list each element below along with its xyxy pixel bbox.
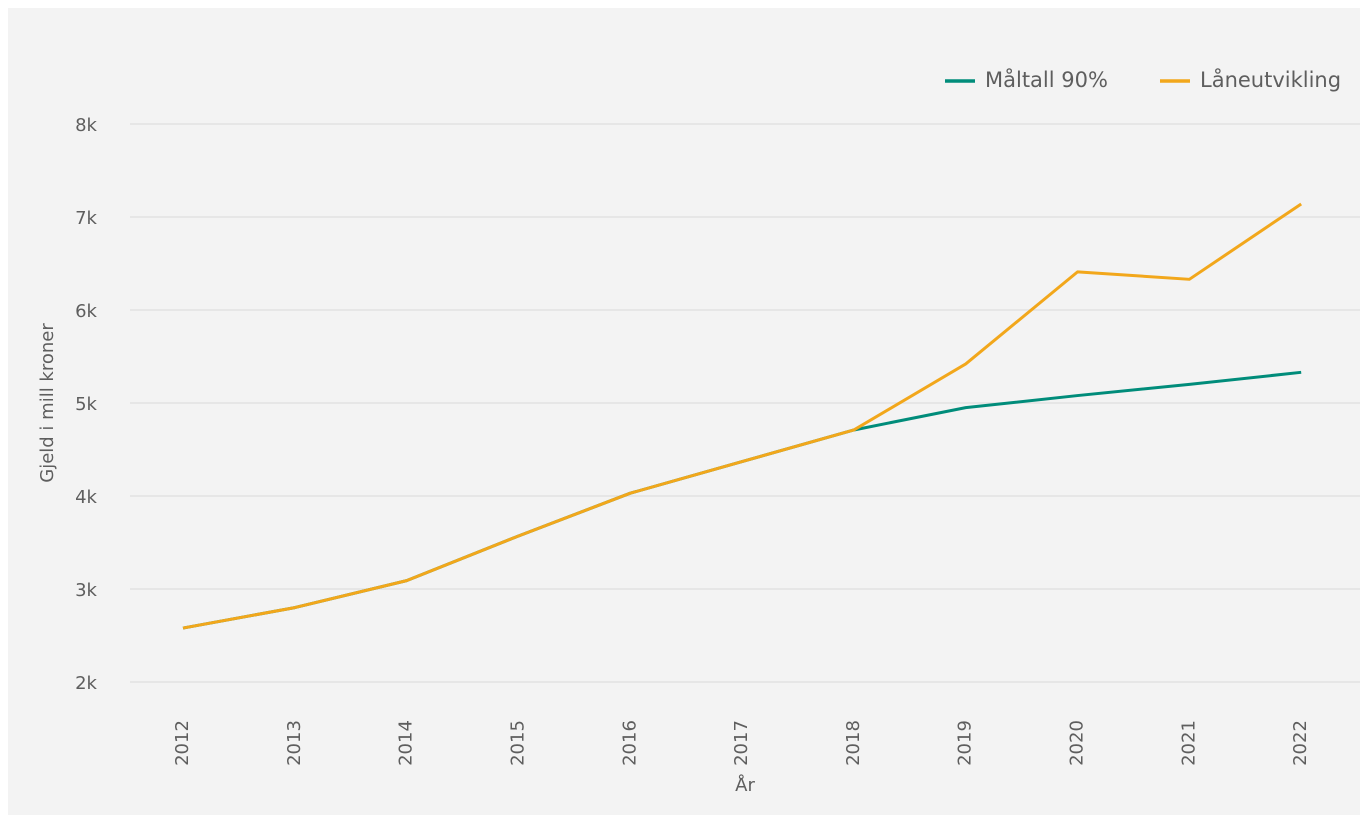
y-tick-label: 5k — [75, 394, 97, 415]
x-tick-label: 2015 — [507, 720, 528, 766]
x-tick-label: 2012 — [172, 720, 193, 766]
line-series — [182, 202, 1303, 630]
x-tick-label: 2018 — [843, 720, 864, 766]
legend-label[interactable]: Låneutvikling — [1200, 67, 1341, 92]
y-tick-label: 7k — [75, 208, 97, 229]
x-tick-label: 2020 — [1067, 720, 1088, 766]
x-tick-label: 2022 — [1290, 720, 1311, 766]
legend-label[interactable]: Måltall 90% — [985, 67, 1108, 92]
y-tick-label: 6k — [75, 301, 97, 322]
y-axis-label: Gjeld i mill kroner — [37, 323, 58, 483]
y-tick-label: 8k — [75, 115, 97, 136]
x-tick-label: 2017 — [731, 720, 752, 766]
y-tick-label: 4k — [75, 487, 97, 508]
chart-background — [8, 8, 1360, 815]
legend: Måltall 90% Låneutvikling — [945, 67, 1341, 92]
x-tick-label: 2019 — [955, 720, 976, 766]
y-tick-label: 3k — [75, 580, 97, 601]
y-tick-label: 2k — [75, 673, 97, 694]
x-tick-label: 2014 — [396, 720, 417, 766]
x-tick-label: 2021 — [1178, 720, 1199, 766]
x-tick-label: 2013 — [284, 720, 305, 766]
x-axis-label: År — [735, 774, 755, 796]
x-tick-label: 2016 — [619, 720, 640, 766]
